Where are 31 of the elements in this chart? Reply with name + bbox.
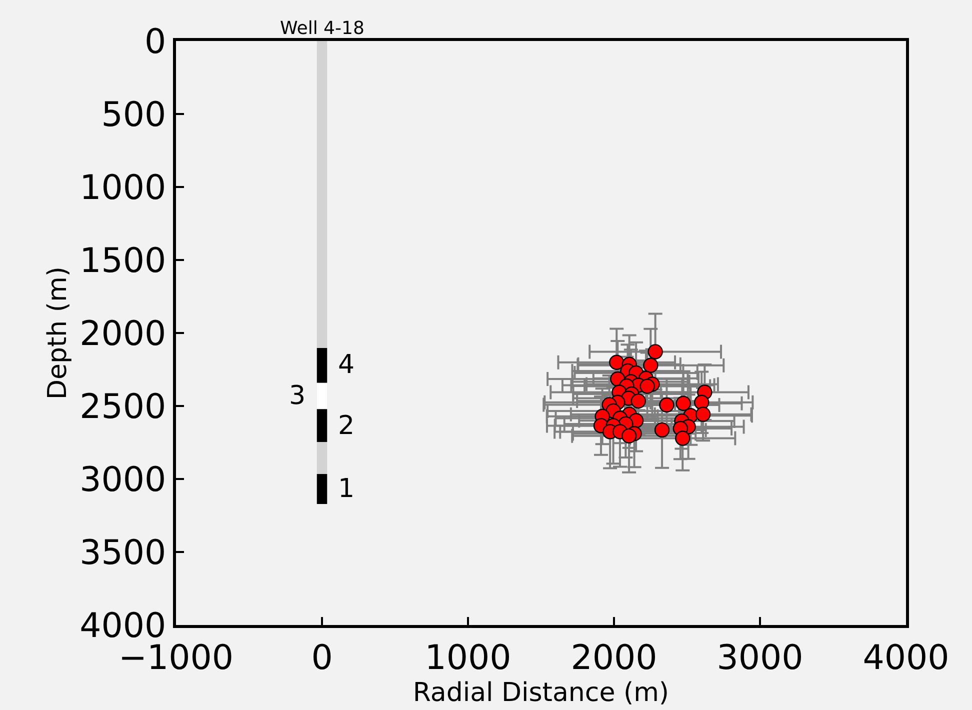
series-label: 3 bbox=[289, 381, 306, 411]
point bbox=[659, 397, 674, 413]
point bbox=[695, 406, 711, 422]
x-tick-label: −1000 bbox=[118, 638, 234, 678]
y-axis-title: Depth (m) bbox=[43, 266, 74, 400]
y-tick-label: 0 bbox=[144, 22, 166, 62]
x-tick-label: 4000 bbox=[862, 638, 950, 678]
y-tick-label: 2000 bbox=[80, 314, 166, 354]
y-tick-label: 1000 bbox=[80, 168, 166, 208]
x-tick-label: 0 bbox=[311, 638, 333, 678]
y-tick-label: 3000 bbox=[80, 460, 166, 500]
point bbox=[640, 378, 655, 394]
y-tick-label: 2500 bbox=[80, 386, 166, 427]
x-tick-label: 3000 bbox=[716, 638, 804, 678]
point bbox=[654, 422, 670, 438]
point bbox=[676, 396, 691, 411]
y-tick-label: 3500 bbox=[80, 532, 166, 573]
x-tick-label: 1000 bbox=[424, 638, 512, 678]
annotation: Well 4-18 bbox=[280, 18, 364, 39]
x-axis-title: Radial Distance (m) bbox=[412, 678, 670, 708]
series-label: 2 bbox=[338, 411, 355, 441]
point bbox=[609, 354, 624, 370]
y-tick-label: 1500 bbox=[80, 240, 166, 281]
point bbox=[648, 344, 663, 360]
y-tick-label: 500 bbox=[101, 94, 166, 135]
point bbox=[675, 430, 690, 446]
x-tick-label: 2000 bbox=[570, 638, 658, 678]
series-label: 1 bbox=[338, 474, 355, 504]
point bbox=[643, 358, 658, 374]
series-label: 4 bbox=[338, 350, 355, 380]
point bbox=[621, 428, 637, 444]
